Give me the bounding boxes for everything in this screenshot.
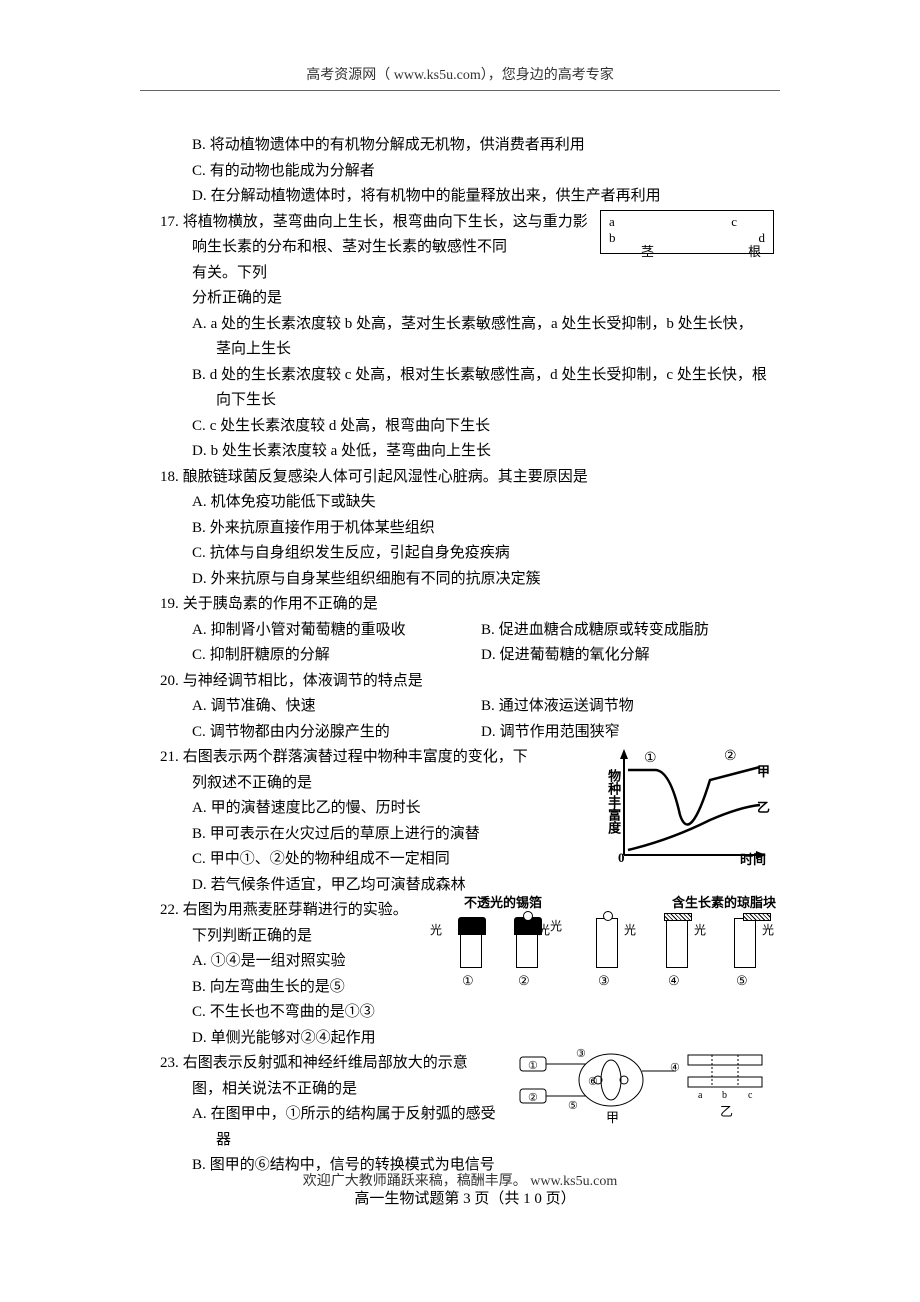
q22-diagram: 不透光的锡箔 含生长素的琼脂块 光 光 光 光 光 光 ① ② ③ ④ ⑤ bbox=[420, 896, 780, 986]
main-content: B. 将动植物遗体中的有机物分解成无机物，供消费者再利用 C. 有的动物也能成为… bbox=[0, 91, 920, 1212]
q22-option-c: C.不生长也不弯曲的是①③ bbox=[160, 1000, 770, 1026]
option-c: C. 有的动物也能成为分解者 bbox=[160, 159, 770, 185]
question-21: 物种丰富度 时间 0 ① ② 甲 乙 21. 右图表示两个群落演替过程中物种丰富… bbox=[160, 745, 770, 898]
question-20: 20. 与神经调节相比，体液调节的特点是 bbox=[160, 669, 770, 695]
q17-option-c: C. c 处生长素浓度较 d 处高，根弯曲向下生长 bbox=[160, 414, 770, 440]
option-d: D. 在分解动植物遗体时，将有机物中的能量释放出来，供生产者再利用 bbox=[160, 184, 770, 210]
q18-option-b: B.外来抗原直接作用于机体某些组织 bbox=[160, 516, 770, 542]
page-number: 高一生物试题第 3 页（共 1 0 页） bbox=[160, 1187, 770, 1213]
q23-diagram: ① ② ③ ④ ⑤ ⑥ a b c 甲 乙 bbox=[516, 1047, 776, 1127]
q18-option-a: A.机体免疫功能低下或缺失 bbox=[160, 490, 770, 516]
page-header: 高考资源网（ www.ks5u.com），您身边的高考专家 bbox=[0, 0, 920, 91]
q18-option-c: C.抗体与自身组织发生反应，引起自身免疫疾病 bbox=[160, 541, 770, 567]
question-18: 18. 酿脓链球菌反复感染人体可引起风湿性心脏病。其主要原因是 bbox=[160, 465, 770, 491]
q17-stem-cont2: 分析正确的是 bbox=[160, 286, 770, 312]
q17-diagram: a c b d 茎 根 bbox=[600, 210, 774, 254]
q20-row1: A.调节准确、快速 B.通过体液运送调节物 bbox=[160, 694, 770, 720]
question-19: 19. 关于胰岛素的作用不正确的是 bbox=[160, 592, 770, 618]
q17-option-b: B. d 处的生长素浓度较 c 处高，根对生长素敏感性高，d 处生长受抑制，c … bbox=[160, 363, 770, 389]
q17-option-a: A. a 处的生长素浓度较 b 处高，茎对生长素敏感性高，a 处生长受抑制，b … bbox=[160, 312, 770, 338]
option-b: B. 将动植物遗体中的有机物分解成无机物，供消费者再利用 bbox=[160, 133, 770, 159]
q19-row2: C.抑制肝糖原的分解 D.促进葡萄糖的氧化分解 bbox=[160, 643, 770, 669]
q17-stem-cont: 响生长素的分布和根、茎对生长素的敏感性不同有关。下列 bbox=[160, 235, 520, 286]
header-text: 高考资源网（ www.ks5u.com），您身边的高考专家 bbox=[306, 68, 613, 83]
q21-chart: 物种丰富度 时间 0 ① ② 甲 乙 bbox=[600, 745, 770, 873]
q18-option-d: D.外来抗原与自身某些组织细胞有不同的抗原决定簇 bbox=[160, 567, 770, 593]
question-22: 不透光的锡箔 含生长素的琼脂块 光 光 光 光 光 光 ① ② ③ ④ ⑤ 22… bbox=[160, 898, 770, 1051]
bottom-footer: 欢迎广大教师踊跃来稿，稿酬丰厚。 www.ks5u.com bbox=[0, 1170, 920, 1190]
q17-option-d: D. b 处生长素浓度较 a 处低，茎弯曲向上生长 bbox=[160, 439, 770, 465]
question-23: ① ② ③ ④ ⑤ ⑥ a b c 甲 乙 23. 右图表示反射弧和神经纤维局部… bbox=[160, 1051, 770, 1179]
q19-row1: A.抑制肾小管对葡萄糖的重吸收 B.促进血糖合成糖原或转变成脂肪 bbox=[160, 618, 770, 644]
question-17: a c b d 茎 根 17. 将植物横放，茎弯曲向上生长，根弯曲向下生长，这与… bbox=[160, 210, 770, 465]
q20-row2: C.调节物都由内分泌腺产生的 D.调节作用范围狭窄 bbox=[160, 720, 770, 746]
